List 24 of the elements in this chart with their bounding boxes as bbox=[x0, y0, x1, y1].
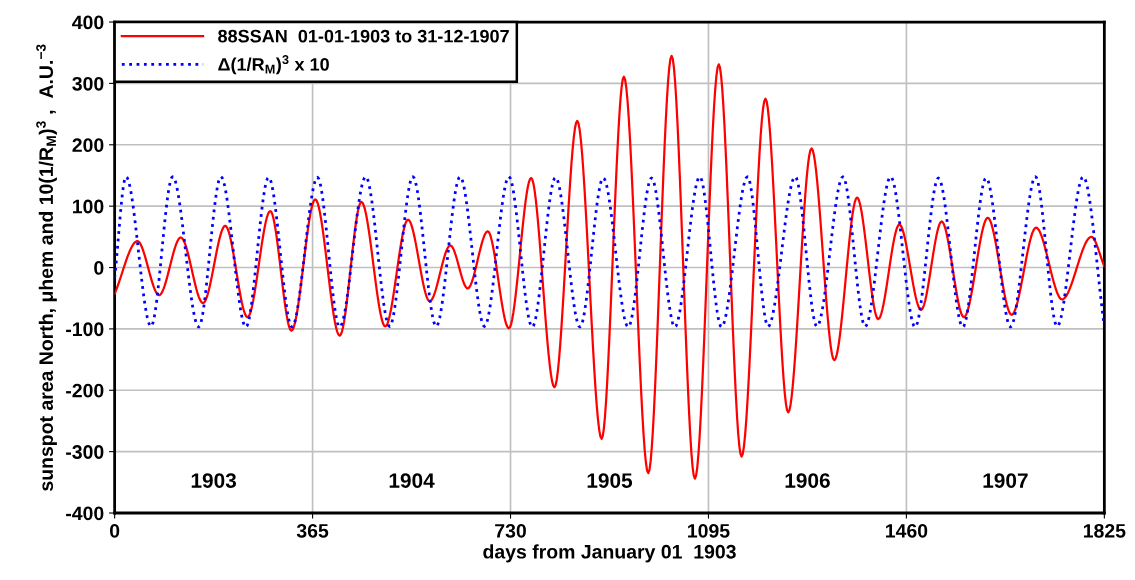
annotation: 1905 bbox=[587, 473, 633, 488]
y-tick-label: -200 bbox=[66, 383, 104, 398]
x-tick-label: 365 bbox=[296, 523, 329, 538]
y-tick-label: 100 bbox=[73, 199, 104, 214]
y-axis-title: sunspot area North, μhem and 10(1/R$_{M}$)$^{3}$ , A.U.$^{−3}$ bbox=[36, 44, 57, 491]
annotation: 1903 bbox=[191, 473, 237, 488]
legend-label: 88SSAN 01-01-1903 to 31-12-1907 bbox=[218, 29, 509, 43]
annotation: 1904 bbox=[389, 473, 435, 488]
legend-label: Δ(1/R$_{M}$)$^{3}$ x 10 bbox=[218, 55, 329, 75]
y-tick-label: 200 bbox=[72, 138, 104, 153]
x-axis-title: days from January 01 1903 bbox=[483, 544, 736, 563]
y-tick-label: -400 bbox=[66, 506, 104, 521]
y-tick-label: -300 bbox=[66, 445, 104, 459]
y-tick-label: 300 bbox=[72, 76, 104, 91]
annotation: 1906 bbox=[785, 473, 830, 488]
x-tick-label: 0 bbox=[110, 523, 120, 538]
x-tick-label: 1460 bbox=[886, 523, 928, 538]
annotation: 1907 bbox=[983, 473, 1028, 488]
x-tick-label: 1825 bbox=[1083, 523, 1126, 538]
y-tick-label: 0 bbox=[94, 260, 104, 275]
y-tick-label: -100 bbox=[66, 322, 104, 337]
x-tick-label: 1095 bbox=[688, 523, 730, 538]
x-tick-label: 730 bbox=[495, 523, 526, 538]
y-tick-label: 400 bbox=[72, 15, 104, 30]
